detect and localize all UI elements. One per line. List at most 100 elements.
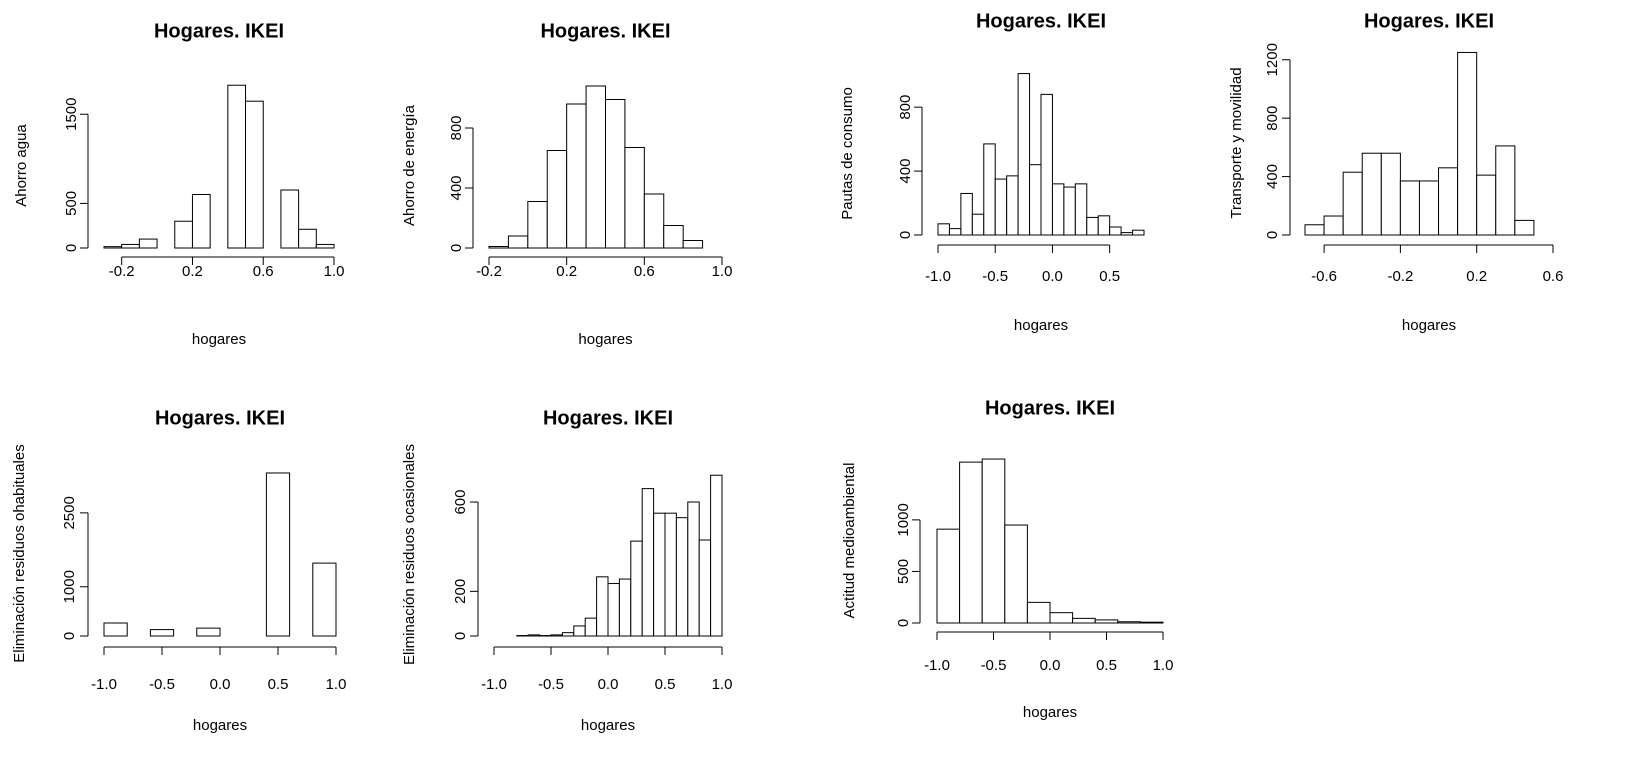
y-tick-label: 600 <box>452 490 469 515</box>
y-tick-label: 1500 <box>63 98 80 131</box>
y-tick-label: 200 <box>452 579 469 604</box>
bar <box>546 150 568 249</box>
bar <box>1029 164 1042 236</box>
bar <box>1438 167 1459 236</box>
bar <box>1017 73 1031 236</box>
bar <box>607 583 620 637</box>
x-tick-label: 0.6 <box>1543 268 1564 285</box>
y-axis-label: Ahorro de energía <box>401 104 418 226</box>
bar <box>1049 612 1074 624</box>
bar <box>682 240 704 249</box>
bar <box>624 147 645 249</box>
x-tick-label: -0.5 <box>538 676 564 693</box>
bar <box>1117 621 1141 624</box>
x-tick-label: 0.5 <box>1096 657 1117 674</box>
x-tick-label: 0.6 <box>253 263 274 280</box>
bar <box>618 578 632 637</box>
y-tick-label: 1000 <box>895 503 912 536</box>
y-tick-label: 1000 <box>61 570 78 603</box>
bar <box>1026 601 1051 624</box>
y-tick-label: 2500 <box>61 496 78 529</box>
y-tick-label: 500 <box>63 191 80 216</box>
x-axis-label: hogares <box>1402 317 1456 334</box>
bar <box>1457 51 1478 236</box>
bar <box>550 634 563 637</box>
bar <box>1476 174 1497 236</box>
x-tick-label: 0.0 <box>1042 268 1063 285</box>
bar <box>937 223 950 236</box>
x-axis-label: hogares <box>193 717 247 734</box>
bar <box>488 246 509 249</box>
y-tick-label: 800 <box>897 95 914 120</box>
bar <box>675 517 689 637</box>
bar <box>138 238 158 249</box>
x-tick-label: 1.0 <box>1153 657 1174 674</box>
x-tick-label: 0.6 <box>634 263 655 280</box>
y-tick-label: 400 <box>1264 164 1281 189</box>
bar <box>971 213 985 236</box>
bar <box>315 243 335 249</box>
bar <box>1418 180 1440 236</box>
bar <box>227 84 247 249</box>
x-tick-label: 0.0 <box>598 676 619 693</box>
y-axis-label: Eliminación residuos ocasionales <box>401 444 418 665</box>
bar <box>1139 621 1164 624</box>
x-axis-label: hogares <box>578 331 632 348</box>
x-tick-label: 0.0 <box>1040 657 1061 674</box>
y-axis-label: Ahorro agua <box>13 124 30 207</box>
bar <box>561 632 575 637</box>
bar <box>643 193 665 249</box>
bar <box>1094 619 1119 624</box>
y-tick-label: 1200 <box>1264 43 1281 76</box>
x-tick-label: 0.2 <box>1466 268 1487 285</box>
bar <box>1074 183 1088 236</box>
bar <box>1040 93 1053 236</box>
x-tick-label: -0.2 <box>109 263 135 280</box>
bar <box>981 458 1006 624</box>
x-tick-label: 1.0 <box>326 676 347 693</box>
y-tick-label: 0 <box>448 244 465 252</box>
x-tick-label: -0.5 <box>149 676 175 693</box>
chart-title: Hogares. IKEI <box>540 20 670 42</box>
x-tick-label: -0.5 <box>981 657 1007 674</box>
bar <box>527 201 548 249</box>
x-tick-label: -1.0 <box>481 676 507 693</box>
bar <box>1004 524 1028 624</box>
bar <box>174 220 193 249</box>
chart-title: Hogares. IKEI <box>543 407 673 429</box>
x-tick-label: 1.0 <box>712 676 733 693</box>
bar <box>245 100 264 249</box>
bar <box>191 193 211 249</box>
x-tick-label: -1.0 <box>91 676 117 693</box>
y-tick-label: 0 <box>897 231 914 239</box>
y-tick-label: 0 <box>452 632 469 640</box>
bar <box>664 512 677 637</box>
y-tick-label: 0 <box>1264 231 1281 239</box>
chart-title: Hogares. IKEI <box>1364 10 1494 32</box>
bar <box>121 243 140 249</box>
x-tick-label: 0.5 <box>655 676 676 693</box>
x-tick-label: -0.2 <box>476 263 502 280</box>
x-axis-label: hogares <box>192 331 246 348</box>
bar <box>584 617 598 637</box>
bar <box>959 461 983 624</box>
bar <box>1399 180 1420 236</box>
y-tick-label: 0 <box>61 632 78 640</box>
x-tick-label: 1.0 <box>324 263 345 280</box>
bar <box>280 189 300 249</box>
bar <box>687 501 700 637</box>
bar <box>698 539 712 637</box>
x-axis-label: hogares <box>1014 317 1068 334</box>
chart-title: Hogares. IKEI <box>154 20 284 42</box>
x-tick-label: -1.0 <box>925 268 951 285</box>
bar <box>605 99 626 249</box>
bar <box>566 103 587 249</box>
y-tick-label: 500 <box>895 559 912 584</box>
bar <box>653 512 666 637</box>
bar <box>641 488 655 637</box>
x-tick-label: 0.5 <box>1099 268 1120 285</box>
y-tick-label: 400 <box>448 175 465 200</box>
bar <box>1006 175 1019 236</box>
bar <box>1323 215 1344 236</box>
